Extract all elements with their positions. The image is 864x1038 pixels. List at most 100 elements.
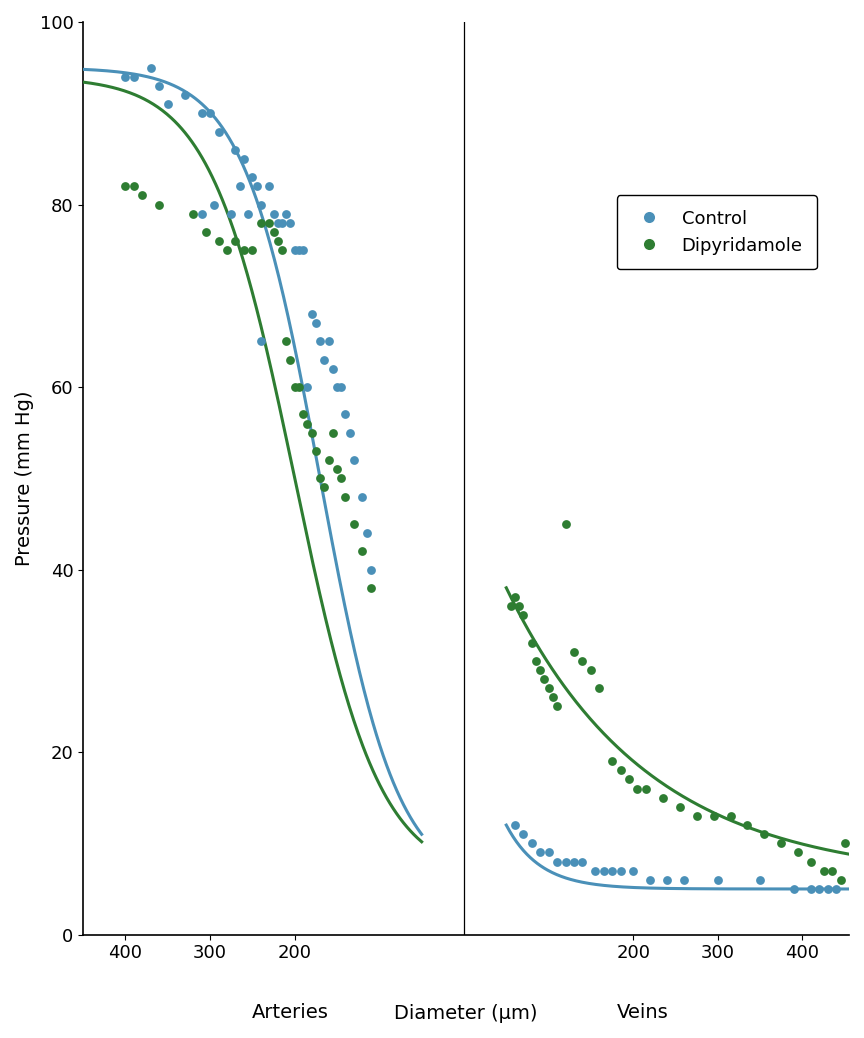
Point: [288, 242, 302, 258]
Point: [613, 863, 627, 879]
Point: [245, 169, 259, 186]
Point: [199, 223, 213, 240]
Point: [263, 177, 276, 194]
Y-axis label: Pressure (mm Hg): Pressure (mm Hg): [15, 390, 34, 566]
Point: [271, 215, 285, 231]
Point: [689, 808, 703, 824]
Text: Arteries: Arteries: [251, 1003, 328, 1022]
Point: [546, 689, 560, 706]
Point: [292, 242, 306, 258]
Legend: Control, Dipyridamole: Control, Dipyridamole: [617, 195, 817, 269]
Point: [677, 872, 691, 889]
Point: [631, 781, 645, 797]
Point: [838, 835, 852, 851]
Point: [829, 880, 843, 897]
Point: [321, 333, 335, 350]
Point: [334, 470, 348, 487]
Point: [339, 488, 353, 504]
Point: [740, 817, 754, 834]
Point: [127, 69, 141, 85]
Point: [825, 863, 839, 879]
Point: [804, 880, 818, 897]
Point: [711, 872, 725, 889]
Point: [275, 215, 289, 231]
Point: [305, 425, 319, 441]
Point: [225, 206, 238, 222]
Point: [550, 699, 564, 715]
Point: [364, 579, 378, 596]
Point: [313, 333, 327, 350]
Point: [517, 826, 530, 843]
Point: [301, 415, 314, 432]
Point: [504, 598, 518, 614]
Point: [334, 379, 348, 395]
Point: [267, 223, 281, 240]
Point: [724, 808, 738, 824]
Point: [241, 206, 255, 222]
Point: [263, 215, 276, 231]
Point: [330, 461, 344, 477]
Point: [355, 543, 369, 559]
Point: [317, 351, 331, 367]
Point: [152, 196, 166, 213]
Point: [237, 242, 251, 258]
Point: [542, 844, 556, 861]
Point: [254, 215, 268, 231]
Point: [355, 488, 369, 504]
Point: [292, 379, 306, 395]
Text: Veins: Veins: [616, 1003, 668, 1022]
Point: [309, 442, 323, 459]
Point: [317, 480, 331, 496]
Point: [144, 59, 158, 76]
Point: [254, 333, 268, 350]
Point: [220, 242, 234, 258]
Point: [643, 872, 657, 889]
Point: [567, 644, 581, 660]
Point: [229, 233, 243, 249]
Point: [550, 853, 564, 870]
Point: [605, 863, 619, 879]
Point: [232, 177, 246, 194]
Point: [673, 798, 687, 815]
Point: [537, 671, 551, 687]
Point: [339, 406, 353, 422]
Point: [791, 844, 805, 861]
Point: [588, 863, 602, 879]
Point: [279, 206, 293, 222]
Point: [575, 853, 589, 870]
Point: [283, 215, 297, 231]
X-axis label: Diameter (μm): Diameter (μm): [394, 1004, 537, 1023]
Point: [326, 360, 340, 377]
Point: [152, 78, 166, 94]
Point: [559, 853, 573, 870]
Point: [279, 333, 293, 350]
Point: [512, 598, 526, 614]
Point: [584, 661, 598, 678]
Point: [758, 826, 772, 843]
Point: [542, 680, 556, 696]
Point: [597, 863, 611, 879]
Point: [194, 206, 208, 222]
Point: [834, 872, 848, 889]
Point: [127, 177, 141, 194]
Point: [326, 425, 340, 441]
Point: [660, 872, 674, 889]
Point: [343, 425, 357, 441]
Point: [207, 196, 221, 213]
Point: [613, 762, 627, 778]
Point: [567, 853, 581, 870]
Point: [309, 315, 323, 331]
Point: [301, 379, 314, 395]
Point: [529, 653, 543, 670]
Point: [275, 242, 289, 258]
Point: [533, 661, 547, 678]
Point: [347, 452, 361, 468]
Point: [347, 516, 361, 532]
Point: [787, 880, 801, 897]
Point: [359, 525, 373, 542]
Point: [774, 835, 788, 851]
Point: [118, 69, 132, 85]
Point: [812, 880, 826, 897]
Point: [559, 516, 573, 532]
Point: [508, 589, 522, 605]
